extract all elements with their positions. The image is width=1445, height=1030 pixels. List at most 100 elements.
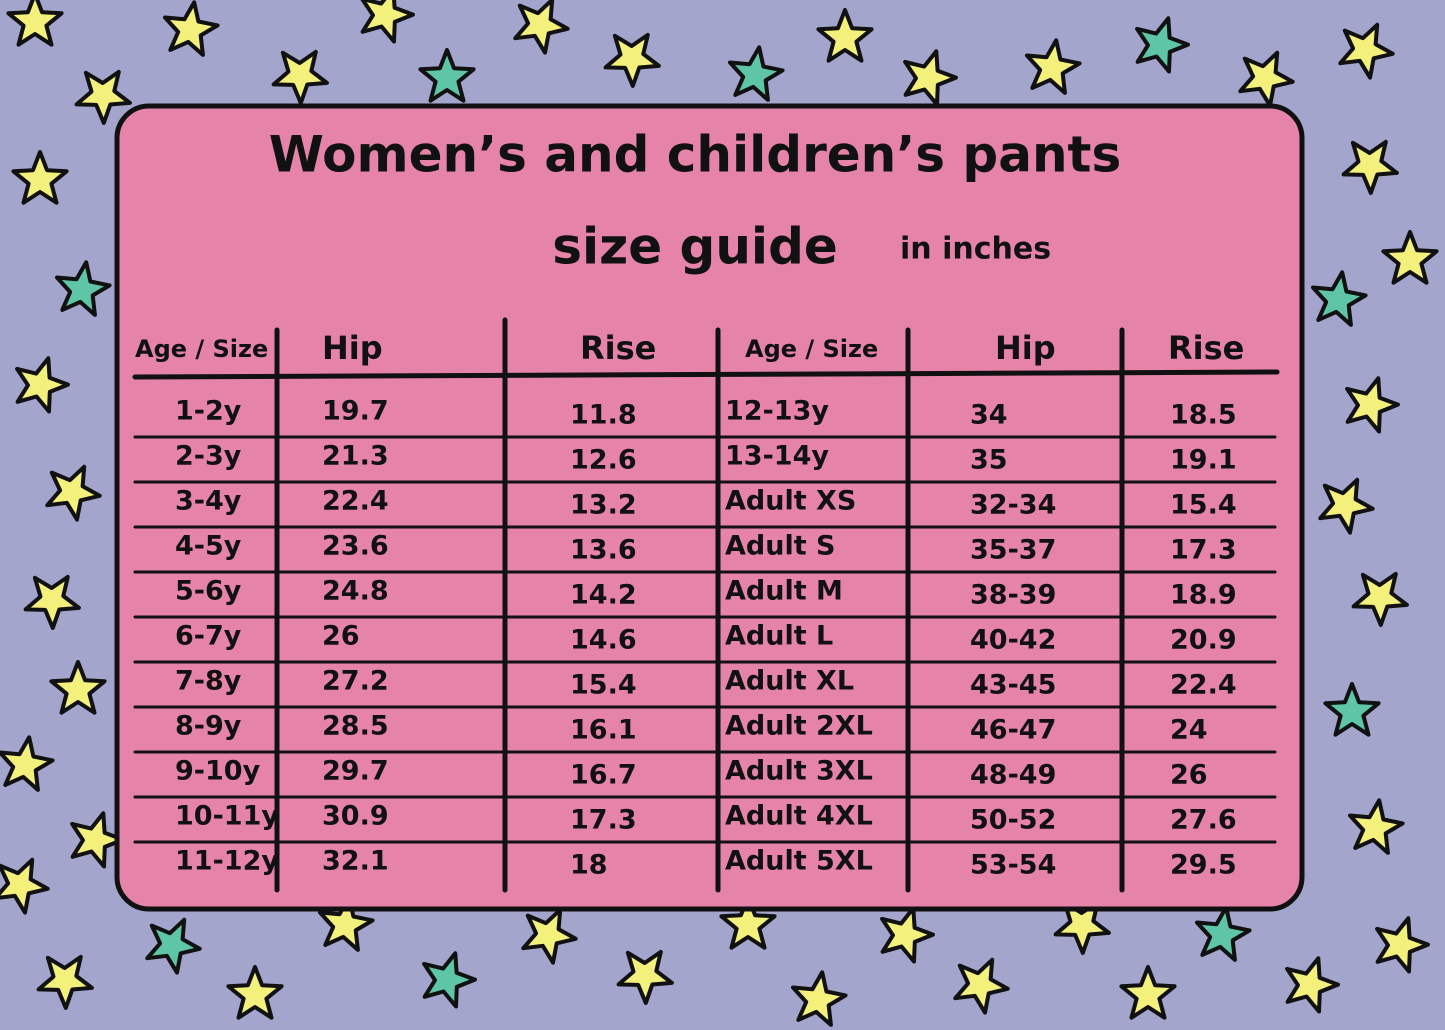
column-header: Hip <box>995 329 1056 367</box>
column-header: Rise <box>580 329 656 367</box>
table-cell: Adult 5XL <box>725 846 873 877</box>
table-cell: 40-42 <box>970 625 1056 656</box>
star <box>163 0 220 57</box>
rule <box>132 369 1280 380</box>
star <box>23 574 81 630</box>
table-cell: Adult 4XL <box>725 801 873 832</box>
star <box>36 954 94 1010</box>
table-cell: 32-34 <box>970 490 1056 521</box>
star <box>791 970 848 1027</box>
table-cell: 38-39 <box>970 580 1056 611</box>
table-cell: 17.3 <box>570 805 637 836</box>
table-cell: 8-9y <box>175 711 242 742</box>
table-cell: Adult XS <box>725 486 856 517</box>
table-cell: 11-12y <box>175 846 279 877</box>
table-cell: 29.7 <box>322 756 389 787</box>
star <box>1341 139 1399 195</box>
table-cell: 26 <box>1170 760 1208 791</box>
table-cell: 48-49 <box>970 760 1056 791</box>
table-cell: 12.6 <box>570 445 637 476</box>
star <box>1323 682 1381 737</box>
table-cell: 43-45 <box>970 670 1056 701</box>
star <box>719 895 777 950</box>
table-cell: 9-10y <box>175 756 261 787</box>
table-cell: 23.6 <box>322 531 389 562</box>
table-cell: 27.6 <box>1170 805 1237 836</box>
table-cell: 15.4 <box>1170 490 1237 521</box>
table-cell: 18.5 <box>1170 400 1237 431</box>
star <box>318 895 375 952</box>
star <box>1348 798 1405 855</box>
star <box>74 69 132 125</box>
star <box>1311 270 1368 327</box>
star <box>903 49 958 107</box>
subtitle: size guide <box>552 218 838 276</box>
table-cell: 16.1 <box>570 715 637 746</box>
star <box>418 48 476 103</box>
star <box>145 917 202 975</box>
table-cell: 15.4 <box>570 670 637 701</box>
star <box>616 949 674 1005</box>
star <box>422 951 477 1009</box>
star <box>1318 477 1375 535</box>
table-cell: Adult L <box>725 621 833 652</box>
table-cell: 22.4 <box>1170 670 1237 701</box>
table-cell: 35 <box>970 445 1008 476</box>
table-cell: 7-8y <box>175 666 242 697</box>
table-cell: 50-52 <box>970 805 1056 836</box>
table-cell: 16.7 <box>570 760 637 791</box>
table-cell: 29.5 <box>1170 850 1237 881</box>
table-cell: 34 <box>970 400 1008 431</box>
star <box>1345 376 1400 434</box>
table-cell: 6-7y <box>175 621 242 652</box>
star <box>11 150 69 205</box>
star <box>45 464 102 522</box>
table-cell: 19.1 <box>1170 445 1237 476</box>
column-header: Age / Size <box>745 335 878 363</box>
star <box>1381 230 1439 285</box>
star <box>0 735 55 792</box>
table-cell: 20.9 <box>1170 625 1237 656</box>
star <box>603 32 661 88</box>
table-cell: 26 <box>322 621 360 652</box>
star <box>816 8 874 63</box>
star <box>226 965 284 1020</box>
table-cell: 19.7 <box>322 396 389 427</box>
table-cell: 2-3y <box>175 441 242 472</box>
star <box>1195 905 1252 962</box>
star <box>1135 16 1190 74</box>
table-cell: 32.1 <box>322 846 389 877</box>
table-cell: 24.8 <box>322 576 389 607</box>
table-cell: 18.9 <box>1170 580 1237 611</box>
column-header: Age / Size <box>135 335 268 363</box>
column-header: Hip <box>322 329 383 367</box>
star <box>1025 38 1082 95</box>
table-cell: 17.3 <box>1170 535 1237 566</box>
table-cell: 12-13y <box>725 396 829 427</box>
table-cell: 10-11y <box>175 801 279 832</box>
size-table: Age / Size Hip Rise Age / Size Hip Rise 1-2y 19… <box>132 317 1280 893</box>
table-cell: 13.2 <box>570 490 637 521</box>
star <box>1238 50 1295 108</box>
table-cell: 27.2 <box>322 666 389 697</box>
table-cell: Adult M <box>725 576 843 607</box>
table-cell: 18 <box>570 850 608 881</box>
table-cell: 13.6 <box>570 535 637 566</box>
star <box>55 260 112 317</box>
star <box>360 0 415 44</box>
table-cell: 46-47 <box>970 715 1056 746</box>
star <box>953 957 1010 1015</box>
table-cell: Adult 3XL <box>725 756 873 787</box>
star <box>880 906 935 964</box>
table-cell: 4-5y <box>175 531 242 562</box>
star <box>6 0 64 47</box>
table-cell: 24 <box>1170 715 1208 746</box>
column-header: Rise <box>1168 329 1244 367</box>
star <box>521 907 578 965</box>
title: Women’s and children’s pants <box>269 126 1121 184</box>
table-cell: Adult 2XL <box>725 711 873 742</box>
table-cell: 21.3 <box>322 441 389 472</box>
unit-note: in inches <box>900 232 1051 267</box>
